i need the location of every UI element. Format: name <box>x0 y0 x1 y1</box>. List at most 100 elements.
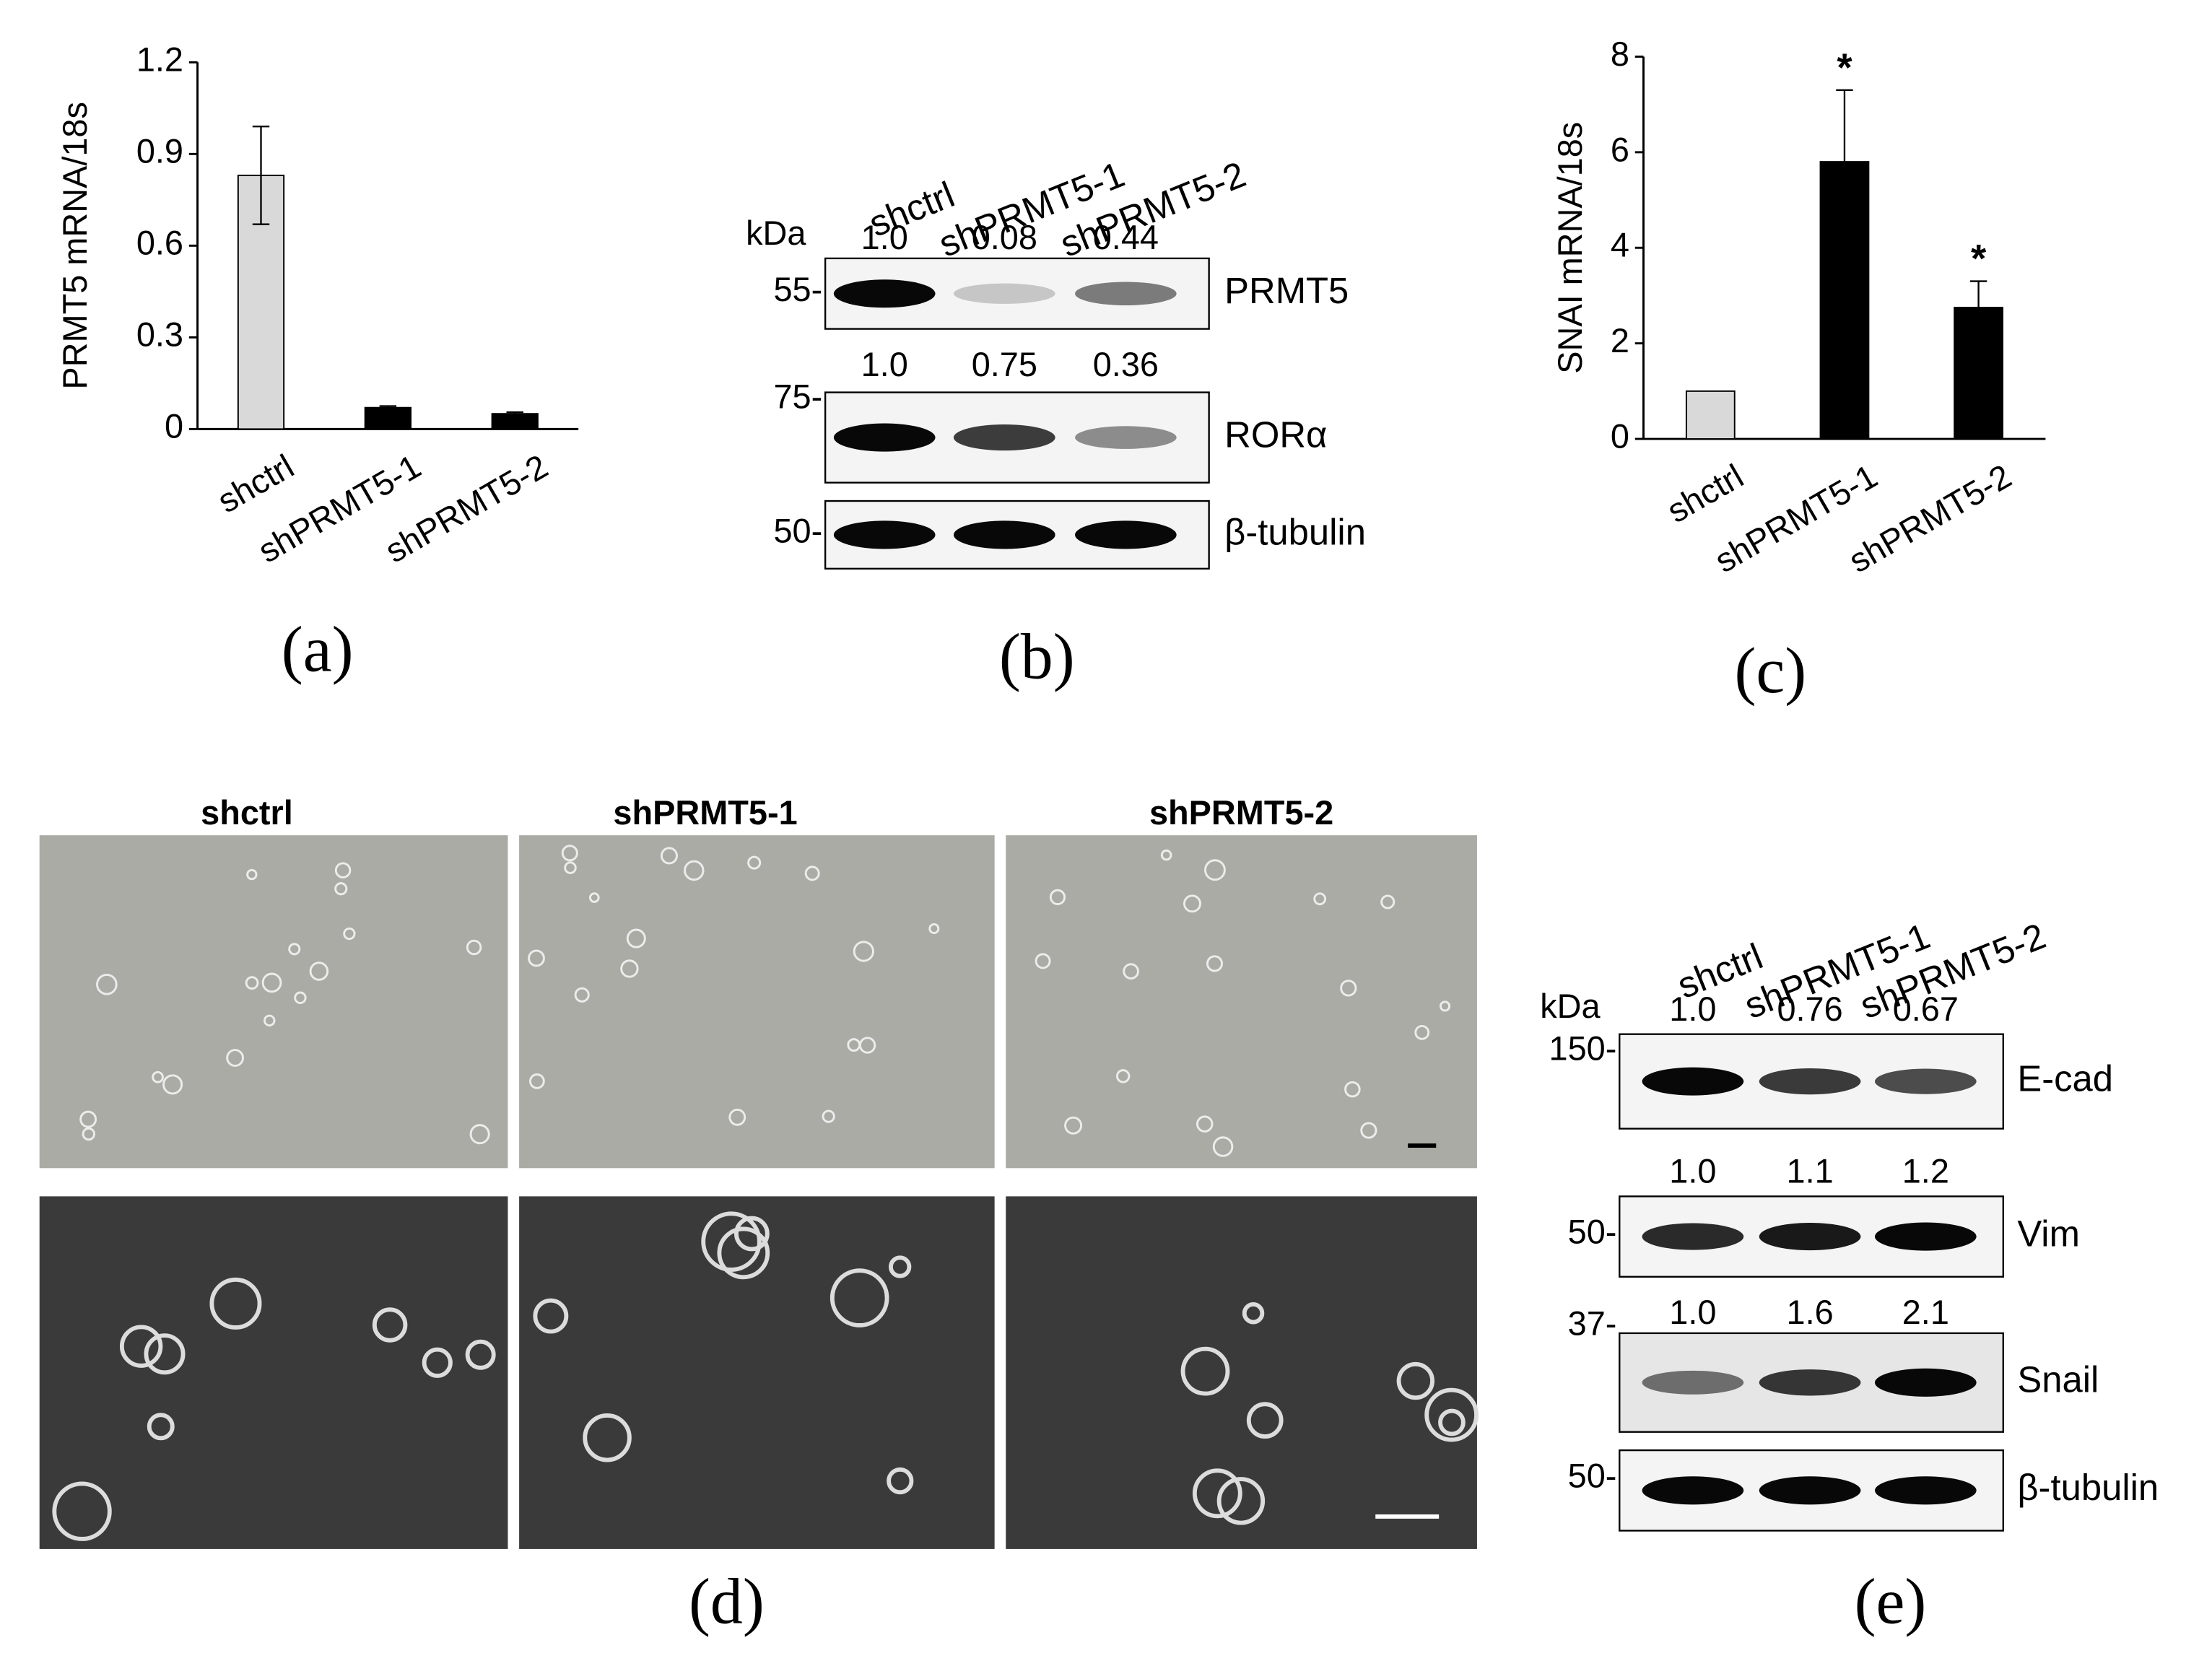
sphere <box>701 1211 762 1272</box>
cell <box>626 928 646 948</box>
marker: 150- <box>1549 1030 1617 1068</box>
cell <box>847 1038 861 1052</box>
quantification: 1.0 <box>861 219 908 256</box>
cell <box>1380 894 1395 910</box>
protein-label: β-tubulin <box>1224 511 1366 552</box>
cell <box>1123 963 1139 980</box>
cell <box>747 855 762 870</box>
cell <box>822 1109 835 1123</box>
panel-label: (d) <box>689 1566 765 1638</box>
sphere <box>465 1339 496 1370</box>
sphere <box>533 1298 569 1334</box>
sphere <box>119 1325 163 1368</box>
band <box>1642 1476 1744 1505</box>
cell <box>928 923 940 934</box>
phase-image <box>1006 835 1477 1169</box>
cell <box>528 949 545 967</box>
band <box>833 520 936 549</box>
y-tick-label: 0 <box>1611 417 1629 455</box>
sphere <box>1180 1346 1230 1396</box>
cell <box>564 861 577 874</box>
protein-label: E-cad <box>2017 1058 2113 1099</box>
y-axis-label: PRMT5 mRNA/18s <box>56 102 94 390</box>
cell <box>1196 1115 1214 1133</box>
quantification: 1.0 <box>1669 1294 1716 1331</box>
band <box>1759 1223 1861 1251</box>
cell <box>246 868 258 881</box>
marker: 37- <box>1568 1305 1617 1343</box>
cell <box>226 1049 244 1067</box>
marker: 50- <box>773 512 822 549</box>
band <box>1759 1369 1861 1396</box>
sphere <box>209 1277 262 1330</box>
cell <box>466 939 482 956</box>
sphere <box>583 1413 632 1462</box>
cell <box>1160 849 1172 861</box>
quantification: 0.75 <box>972 346 1037 383</box>
quantification: 0.67 <box>1893 990 1959 1028</box>
cell <box>1439 1000 1451 1012</box>
band <box>953 283 1055 304</box>
protein-label: Vim <box>2017 1213 2080 1254</box>
band <box>833 279 936 308</box>
band <box>1075 520 1177 549</box>
quantification: 1.0 <box>1669 1153 1716 1190</box>
quantification: 1.6 <box>1787 1294 1834 1331</box>
cell <box>334 862 352 878</box>
cell <box>309 961 329 981</box>
cell <box>804 865 820 881</box>
cell <box>1340 980 1357 997</box>
cell <box>1064 1116 1083 1135</box>
cell <box>264 1014 276 1027</box>
y-tick-label: 0.6 <box>136 224 183 262</box>
marker: 55- <box>773 271 822 308</box>
quantification: 0.44 <box>1093 219 1159 256</box>
panel-label: (a) <box>282 614 354 686</box>
protein-label: PRMT5 <box>1224 270 1349 311</box>
quantification: 0.08 <box>972 219 1037 256</box>
band <box>1874 1476 1977 1505</box>
band <box>1874 1222 1977 1251</box>
sphere <box>1192 1468 1242 1519</box>
cell <box>334 882 348 896</box>
quantification: 0.36 <box>1093 346 1159 383</box>
cell <box>529 1073 545 1089</box>
cell <box>1212 1136 1234 1157</box>
marker: 50- <box>1568 1457 1617 1495</box>
band <box>1642 1370 1744 1395</box>
error-bar <box>252 126 270 225</box>
panel-label: (c) <box>1734 635 1806 707</box>
panel-label: (e) <box>1855 1566 1927 1638</box>
y-tick-label: 0 <box>165 408 183 445</box>
cell <box>588 892 600 903</box>
error-bar <box>1969 280 1987 335</box>
band <box>1075 426 1177 449</box>
cell <box>1206 955 1224 972</box>
cell <box>561 845 578 862</box>
cell <box>574 987 590 1003</box>
x-tick-label: shctrl <box>212 448 300 520</box>
sphere <box>144 1333 186 1375</box>
quantification: 1.0 <box>861 346 908 383</box>
y-tick-label: 4 <box>1611 227 1629 264</box>
column-title: shctrl <box>201 794 293 832</box>
error-bar <box>506 411 523 417</box>
cell <box>1049 889 1066 906</box>
cell <box>79 1110 97 1128</box>
sphere <box>717 1226 770 1280</box>
sphere <box>1246 1402 1284 1439</box>
cell <box>1313 892 1327 906</box>
protein-label: β-tubulin <box>2017 1467 2159 1508</box>
sphere <box>1424 1387 1479 1442</box>
band <box>1874 1068 1977 1094</box>
y-tick-label: 0.9 <box>136 133 183 170</box>
band <box>953 424 1055 451</box>
cell <box>853 941 874 962</box>
cell <box>1204 859 1226 881</box>
sphere <box>1396 1361 1434 1400</box>
sphere <box>1438 1408 1466 1436</box>
cell <box>1414 1024 1430 1040</box>
marker: 50- <box>1568 1213 1617 1251</box>
quantification: 2.1 <box>1902 1294 1949 1331</box>
